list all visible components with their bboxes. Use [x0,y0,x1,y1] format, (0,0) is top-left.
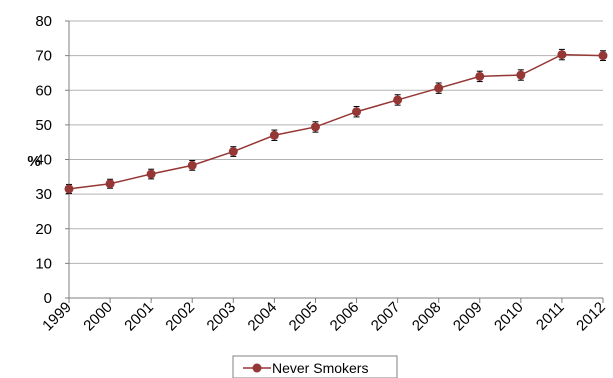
y-axis-label: % [27,153,40,170]
x-tick-label: 2006 [327,299,363,335]
y-tick-label: 50 [35,117,52,134]
x-tick-label: 2011 [533,299,568,334]
legend-label: Never Smokers [272,360,368,376]
y-tick-label: 0 [44,290,52,307]
data-point [352,107,362,117]
x-tick-label: 2005 [286,299,322,335]
x-tick-label: 2007 [368,299,404,335]
x-tick-labels: 1999 2000 2001 2002 2003 2004 2005 2006 2007 2008… [39,299,609,335]
data-point [310,122,320,132]
x-tick-label: 2009 [450,299,486,335]
y-tick-label: 60 [35,82,52,99]
x-tick-label: 2001 [121,299,157,335]
data-point [146,169,156,179]
x-tick-label: 2010 [491,299,527,335]
x-tick-label: 2000 [80,299,116,335]
data-point [228,147,238,157]
data-point [64,184,74,194]
gridlines [69,20,603,264]
y-tick-label: 70 [35,48,52,65]
x-tick-label: 2008 [409,299,445,335]
data-point [598,51,608,61]
data-point [105,179,115,189]
y-tick-label: 20 [35,221,52,238]
series-never-smokers [64,48,608,194]
data-point [269,130,279,140]
series-line [68,53,604,190]
legend: Never Smokers [232,355,398,378]
legend-box [232,355,398,378]
y-tick-label: 10 [35,255,52,272]
y-tick-label: 80 [35,13,52,30]
data-point [475,71,485,81]
data-point [187,160,197,170]
data-point [557,50,567,60]
data-point [434,83,444,93]
y-tick-label: 30 [35,186,52,203]
data-point [516,70,526,80]
x-tick-label: 2003 [204,299,240,335]
y-tick-label: 40 [35,152,52,169]
x-tick-label: 2012 [573,299,609,335]
data-point [393,95,403,105]
x-tick-label: 2002 [162,299,198,335]
y-tick-labels: 0 10 20 30 40 50 60 70 80 [35,13,52,307]
legend-marker [252,363,262,373]
axes [65,20,604,303]
x-tick-label: 2004 [245,299,281,335]
